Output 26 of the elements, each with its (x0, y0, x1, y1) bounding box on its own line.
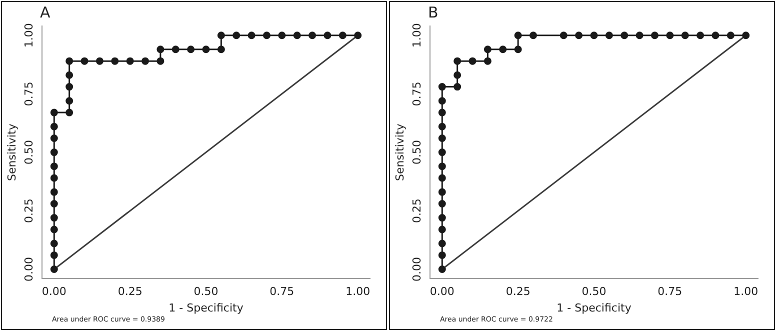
y-tick-label: 0.25 (410, 198, 424, 224)
x-tick-label: 0.75 (270, 285, 294, 298)
x-tick-label: 0.25 (118, 285, 142, 298)
y-tick-label: 0.50 (22, 140, 36, 165)
x-tick-label: 0.50 (194, 285, 218, 298)
y-tick-label: 0.00 (22, 256, 36, 282)
y-tick-label: 0.75 (22, 82, 36, 106)
x-axis-title: 1 - Specificity (556, 301, 632, 314)
chart-title: A (40, 3, 51, 22)
x-tick-label: 0.25 (506, 285, 530, 298)
chart-title: B (428, 3, 438, 22)
y-axis-title: Sensitivity (5, 123, 18, 181)
y-tick-label: 0.25 (22, 198, 36, 224)
y-tick-label: 0.50 (410, 140, 424, 165)
x-tick-label: 1.00 (734, 285, 758, 298)
x-tick-label: 0.00 (430, 285, 454, 298)
x-tick-label: 0.50 (582, 285, 606, 298)
x-tick-label: 1.00 (346, 285, 370, 298)
y-axis-title: Sensitivity (393, 123, 406, 181)
y-tick-label: 1.00 (22, 23, 36, 48)
y-tick-label: 0.75 (410, 82, 424, 106)
y-tick-label: 1.00 (410, 23, 424, 48)
x-tick-label: 0.75 (658, 285, 682, 298)
x-tick-label: 0.00 (42, 285, 66, 298)
y-tick-label: 0.00 (410, 256, 424, 282)
x-axis-title: 1 - Specificity (168, 301, 244, 314)
